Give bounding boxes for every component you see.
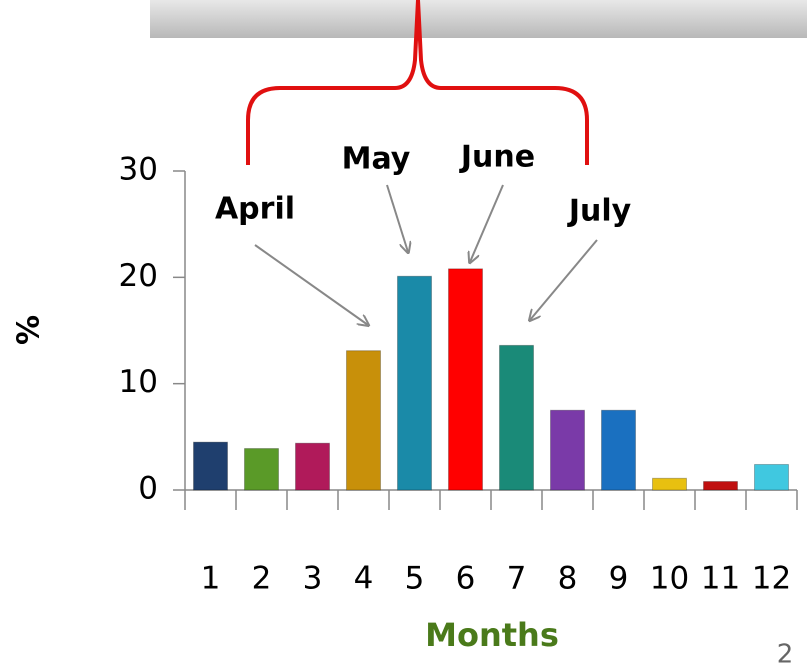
bar bbox=[346, 350, 381, 491]
bar bbox=[193, 441, 228, 491]
y-tick-label: 0 bbox=[138, 471, 158, 507]
annotation: May bbox=[342, 142, 411, 177]
bar bbox=[499, 344, 534, 491]
y-tick-label: 10 bbox=[119, 364, 158, 400]
x-tick-label: 11 bbox=[701, 561, 740, 597]
arrow bbox=[530, 239, 598, 320]
x-tick-label: 9 bbox=[609, 561, 629, 597]
x-tick-label: 8 bbox=[558, 561, 578, 597]
x-tick-label: 4 bbox=[354, 561, 374, 597]
arrow bbox=[470, 184, 504, 262]
x-tick-label: 7 bbox=[507, 561, 527, 597]
arrow bbox=[386, 184, 408, 252]
arrow bbox=[254, 244, 368, 325]
bar bbox=[397, 275, 432, 491]
x-tick-label: 10 bbox=[650, 561, 689, 597]
y-tick-label: 20 bbox=[119, 258, 158, 294]
x-tick-label: 2 bbox=[252, 561, 272, 597]
page-number: 2 bbox=[777, 640, 794, 665]
annotation: July bbox=[567, 194, 632, 229]
x-axis-label: Months bbox=[425, 616, 559, 654]
x-tick-label: 12 bbox=[752, 561, 791, 597]
top-banner bbox=[150, 0, 807, 38]
bar bbox=[652, 477, 687, 491]
bar bbox=[754, 463, 789, 491]
annotation: April bbox=[215, 192, 295, 227]
annotation: June bbox=[459, 140, 535, 175]
x-tick-label: 3 bbox=[303, 561, 323, 597]
bar bbox=[550, 409, 585, 491]
bar bbox=[703, 480, 738, 491]
y-axis-label: % bbox=[12, 315, 47, 345]
bar bbox=[244, 448, 279, 491]
x-tick-label: 1 bbox=[201, 561, 221, 597]
bar bbox=[448, 268, 483, 491]
x-tick-label: 6 bbox=[456, 561, 476, 597]
y-tick-label: 30 bbox=[119, 152, 158, 188]
bar bbox=[295, 442, 330, 491]
x-tick-label: 5 bbox=[405, 561, 425, 597]
brace bbox=[246, 0, 589, 165]
bar bbox=[601, 409, 636, 491]
